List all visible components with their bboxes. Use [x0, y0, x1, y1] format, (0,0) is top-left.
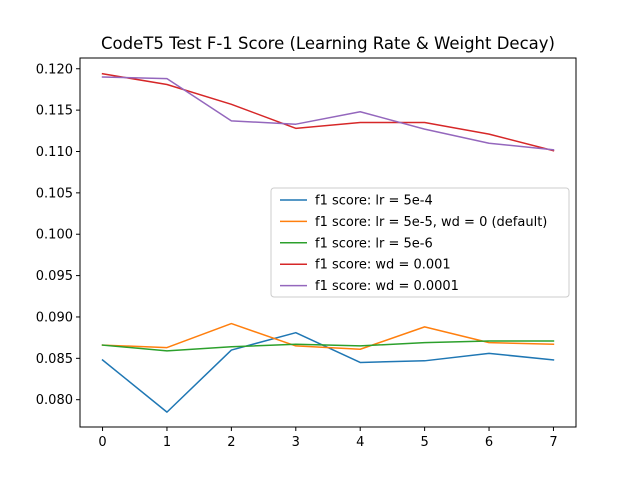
legend-label: f1 score: lr = 5e-6 [315, 236, 433, 251]
series-line-3 [101, 340, 555, 352]
series-lines [101, 72, 555, 413]
legend-box [270, 187, 570, 298]
y-tick-label: 0.090 [36, 310, 73, 325]
y-axis: 0.080 0.085 0.090 0.095 0.100 0.105 0.110 0.115… [36, 62, 80, 408]
x-tick-label: 2 [227, 435, 235, 450]
plot-frame [79, 57, 577, 428]
y-tick-label: 0.105 [36, 186, 73, 201]
legend-label: f1 score: wd = 0.001 [315, 258, 451, 273]
chart-title: CodeT5 Test F-1 Score (Learning Rate & W… [101, 34, 555, 53]
x-axis: 0 1 2 3 4 5 6 7 [98, 427, 558, 450]
series-line-5 [101, 76, 555, 151]
legend-label: f1 score: lr = 5e-5, wd = 0 (default) [315, 215, 547, 230]
y-tick-label: 0.095 [36, 269, 73, 284]
y-tick-label: 0.120 [36, 62, 73, 77]
y-tick-label: 0.080 [36, 393, 73, 408]
series-line-4 [101, 72, 555, 152]
legend: f1 score: lr = 5e-4 f1 score: lr = 5e-5, … [270, 187, 570, 298]
x-tick-label: 7 [549, 435, 557, 450]
x-tick-label: 3 [292, 435, 300, 450]
x-tick-label: 4 [356, 435, 364, 450]
x-tick-label: 5 [420, 435, 428, 450]
legend-label: f1 score: wd = 0.0001 [315, 279, 459, 294]
y-tick-label: 0.115 [36, 104, 73, 119]
legend-label: f1 score: lr = 5e-4 [315, 194, 433, 209]
x-tick-label: 6 [485, 435, 493, 450]
x-tick-label: 1 [163, 435, 171, 450]
y-tick-label: 0.100 [36, 228, 73, 243]
y-tick-label: 0.110 [36, 145, 73, 160]
x-tick-label: 0 [98, 435, 106, 450]
y-tick-label: 0.085 [36, 352, 73, 367]
series-line-2 [101, 322, 555, 350]
